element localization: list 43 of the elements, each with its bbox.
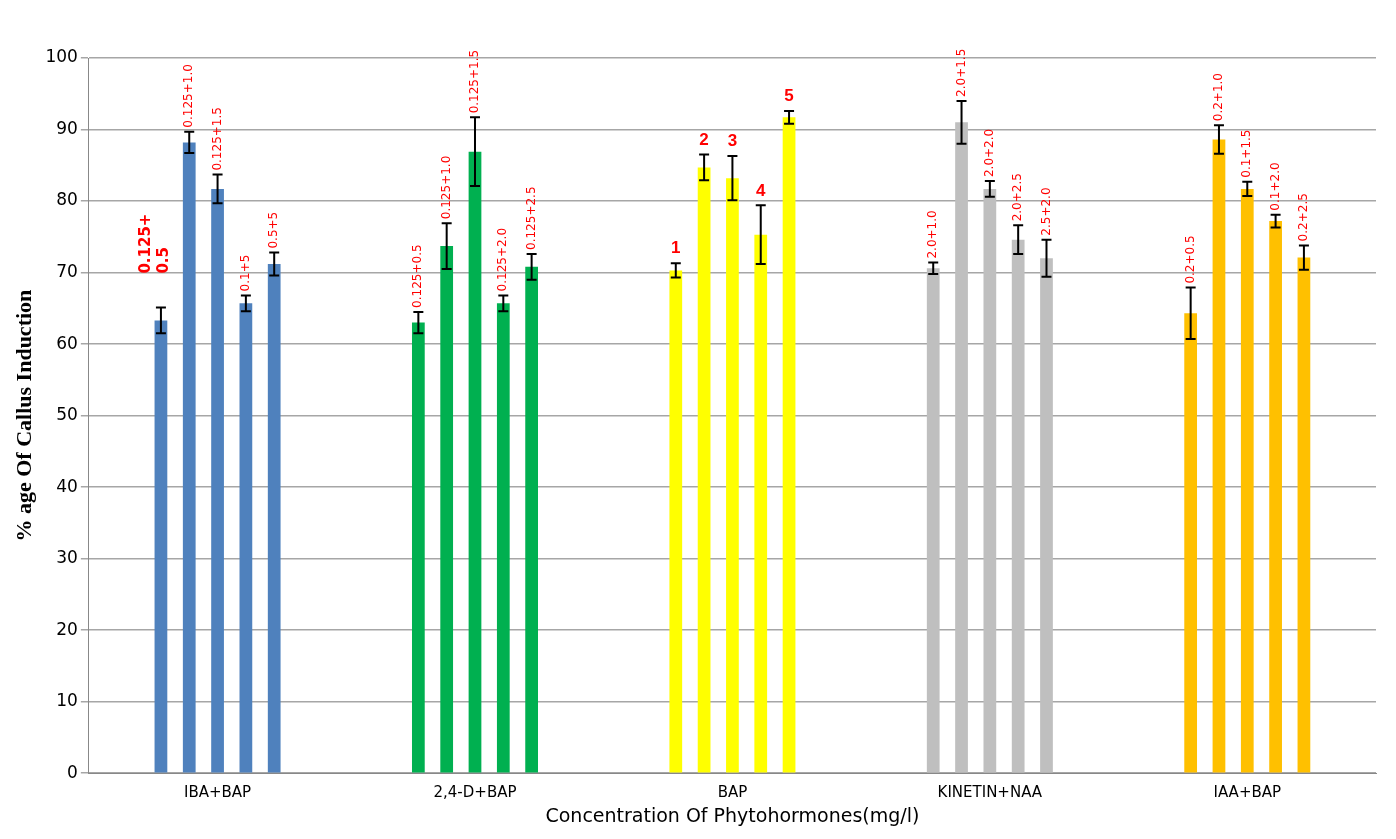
- annotation: 5: [784, 86, 794, 106]
- annotation: 0.125+2.0: [495, 227, 510, 292]
- y-tick-label: 0: [67, 761, 78, 782]
- y-tick-label: 90: [56, 117, 78, 138]
- annotation: 0.125+2.5: [523, 186, 538, 250]
- x-axis-title: Concentration Of Phytohormones(mg/l): [545, 803, 920, 826]
- annotation: 0.1+2.0: [1267, 162, 1282, 211]
- annotation: 0.2+1.0: [1211, 72, 1226, 122]
- y-tick-label: 30: [56, 547, 78, 568]
- annotation: 0.1+5: [238, 254, 253, 292]
- annotation: 3: [727, 131, 738, 151]
- annotation: 0.125+1.0: [438, 155, 453, 220]
- y-tick-label: 50: [56, 404, 78, 425]
- annotation: 0.1+1.5: [1239, 129, 1254, 178]
- annotation: 0.2+2.5: [1296, 193, 1311, 242]
- x-tick-label: IBA+BAP: [183, 783, 252, 802]
- annotation: 2.0+1.0: [925, 210, 940, 259]
- x-tick-label: KINETIN+NAA: [937, 783, 1043, 802]
- annotation: 1: [671, 238, 681, 258]
- annotation: 2.5+2.0: [1038, 187, 1053, 236]
- annotation: 0.125+1.5: [467, 49, 482, 114]
- annotation: 2: [699, 129, 709, 149]
- annotation: 0.125+ 0.5: [135, 213, 172, 274]
- x-tick-label: IAA+BAP: [1213, 783, 1282, 802]
- annotation: 2.0+2.5: [1010, 173, 1025, 222]
- x-tick-label: 2,4-D+BAP: [433, 783, 517, 802]
- annotation: 0.125+0.5: [410, 244, 425, 308]
- y-axis-title: % age Of Callus Induction: [10, 289, 36, 542]
- y-tick-label: 60: [56, 332, 78, 353]
- annotation: 4: [756, 180, 767, 200]
- x-tick-label: BAP: [717, 783, 748, 802]
- annotation: 0.125+1.5: [209, 107, 224, 171]
- y-tick-label: 40: [56, 475, 78, 496]
- annotation: 0.5+5: [266, 211, 281, 249]
- y-tick-label: 80: [56, 189, 78, 210]
- y-tick-label: 10: [56, 690, 78, 711]
- annotation: 0.125+1.0: [181, 64, 196, 128]
- y-tick-label: 70: [56, 260, 78, 281]
- annotation: 2.0+2.0: [981, 128, 996, 178]
- y-tick-label: 20: [56, 618, 78, 639]
- annotation: 2.0+1.5: [953, 48, 968, 97]
- y-tick-label: 100: [45, 46, 78, 67]
- annotation: 0.2+0.5: [1182, 235, 1197, 284]
